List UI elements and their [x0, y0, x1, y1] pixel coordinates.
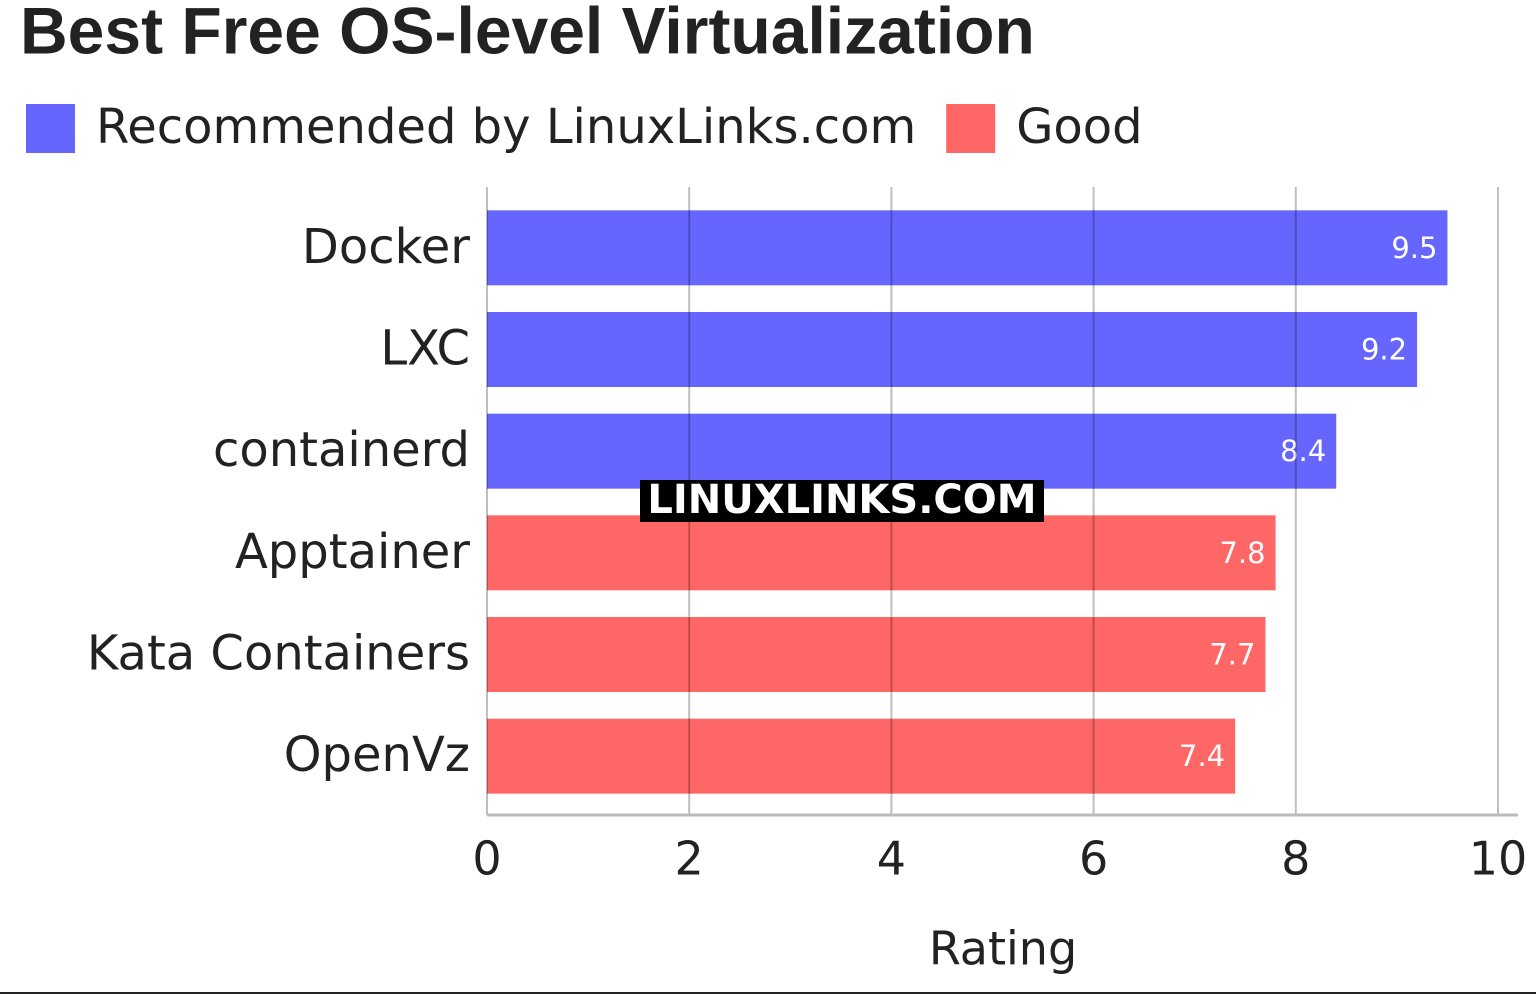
x-tick-label: 0 — [472, 832, 501, 886]
x-tick-label: 4 — [877, 832, 906, 886]
legend-label: Good — [1016, 99, 1142, 155]
watermark-box — [640, 480, 1044, 522]
bar — [487, 718, 1236, 794]
y-tick-label: OpenVz — [284, 727, 470, 783]
value-label: 9.5 — [1391, 231, 1437, 265]
x-tick-label: 8 — [1281, 832, 1310, 886]
legend-swatch — [26, 104, 75, 153]
x-tick-label: 10 — [1469, 832, 1528, 886]
chart-title: Best Free OS-level Virtualization — [20, 0, 1035, 67]
bar — [487, 617, 1266, 692]
watermark: LINUXLINKS.COM — [647, 477, 1036, 523]
legend-label: Recommended by LinuxLinks.com — [96, 99, 916, 155]
value-label: 7.8 — [1219, 536, 1265, 570]
x-tick-label: 6 — [1079, 832, 1108, 886]
bar — [487, 210, 1448, 286]
value-label: 7.7 — [1209, 638, 1255, 672]
value-label: 9.2 — [1361, 333, 1407, 367]
y-tick-label: containerd — [213, 422, 470, 478]
bar — [487, 515, 1276, 591]
value-label: 7.4 — [1179, 739, 1225, 773]
x-tick-label: 2 — [675, 832, 704, 886]
x-axis-label: Rating — [929, 922, 1077, 976]
bar — [487, 312, 1418, 387]
y-tick-label: Docker — [302, 219, 470, 275]
y-tick-label: Kata Containers — [87, 626, 470, 682]
bar — [487, 413, 1337, 489]
y-tick-label: LXC — [380, 321, 470, 377]
legend-swatch — [946, 104, 996, 153]
value-label: 8.4 — [1280, 434, 1326, 468]
y-tick-label: Apptainer — [235, 524, 470, 580]
